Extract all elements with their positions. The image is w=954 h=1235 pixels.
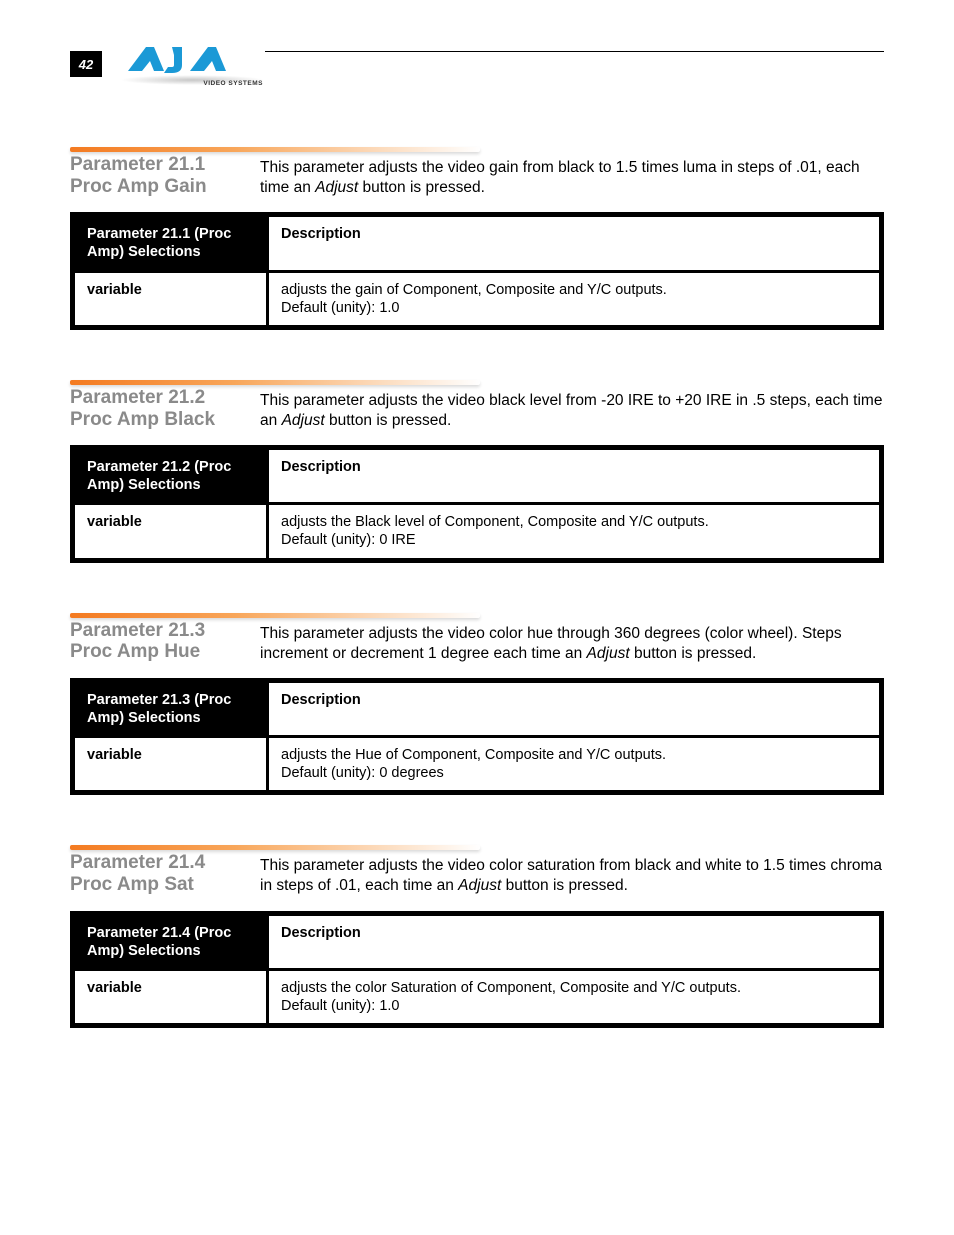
- section-title-line2: Proc Amp Black: [70, 409, 250, 431]
- parameter-table: Parameter 21.4 (Proc Amp) Selections Des…: [70, 911, 884, 1029]
- page-number: 42: [79, 57, 93, 72]
- page-number-badge: 42: [70, 51, 102, 77]
- section-block: Parameter 21.3 Proc Amp Hue This paramet…: [70, 613, 884, 796]
- brand-logo: VIDEO SYSTEMS: [120, 47, 265, 87]
- section-title-wrap: Parameter 21.4 Proc Amp Sat: [70, 856, 260, 896]
- table-cell-right: adjusts the Black level of Component, Co…: [268, 504, 882, 560]
- desc-post: button is pressed.: [358, 179, 485, 196]
- cell-line2: Default (unity): 0 IRE: [281, 532, 416, 548]
- section-title-line1: Parameter 21.3: [70, 620, 205, 641]
- section-title-wrap: Parameter 21.3 Proc Amp Hue: [70, 624, 260, 664]
- table-cell-left: variable: [73, 737, 268, 793]
- table-header-left: Parameter 21.3 (Proc Amp) Selections: [73, 680, 268, 736]
- section-accent-bar: [70, 613, 480, 618]
- section-title-wrap: Parameter 21.2 Proc Amp Black: [70, 391, 260, 431]
- desc-ital: Adjust: [315, 179, 358, 196]
- section-title-line1: Parameter 21.2: [70, 387, 205, 408]
- parameter-table: Parameter 21.3 (Proc Amp) Selections Des…: [70, 678, 884, 796]
- aja-logo-icon: [120, 41, 255, 77]
- desc-post: button is pressed.: [501, 877, 628, 894]
- section-block: Parameter 21.2 Proc Amp Black This param…: [70, 380, 884, 563]
- parameter-table: Parameter 21.2 (Proc Amp) Selections Des…: [70, 445, 884, 563]
- cell-line1: adjusts the gain of Component, Composite…: [281, 282, 667, 298]
- table-cell-right: adjusts the Hue of Component, Composite …: [268, 737, 882, 793]
- section-block: Parameter 21.1 Proc Amp Gain This parame…: [70, 147, 884, 330]
- header-divider: [265, 51, 884, 52]
- table-header-left: Parameter 21.4 (Proc Amp) Selections: [73, 913, 268, 969]
- section-accent-bar: [70, 380, 480, 385]
- table-row: variable adjusts the color Saturation of…: [73, 969, 882, 1025]
- section-accent-bar: [70, 147, 480, 152]
- section-accent-bar: [70, 845, 480, 850]
- section-title-line2: Proc Amp Gain: [70, 176, 250, 198]
- parameter-table: Parameter 21.1 (Proc Amp) Selections Des…: [70, 212, 884, 330]
- desc-ital: Adjust: [458, 877, 501, 894]
- logo-subtext: VIDEO SYSTEMS: [203, 80, 263, 87]
- table-row: variable adjusts the Black level of Comp…: [73, 504, 882, 560]
- cell-line2: Default (unity): 1.0: [281, 300, 399, 316]
- desc-ital: Adjust: [587, 645, 630, 662]
- section-description: This parameter adjusts the video color h…: [260, 624, 884, 664]
- table-row: variable adjusts the Hue of Component, C…: [73, 737, 882, 793]
- table-header-left: Parameter 21.2 (Proc Amp) Selections: [73, 448, 268, 504]
- table-header-left: Parameter 21.1 (Proc Amp) Selections: [73, 215, 268, 271]
- page-header: 42 VIDEO SYSTEMS: [70, 45, 884, 87]
- section-title-wrap: Parameter 21.1 Proc Amp Gain: [70, 158, 260, 198]
- cell-line1: adjusts the Black level of Component, Co…: [281, 514, 709, 530]
- desc-ital: Adjust: [282, 412, 325, 429]
- cell-line2: Default (unity): 1.0: [281, 998, 399, 1014]
- table-header-right: Description: [268, 680, 882, 736]
- section-description: This parameter adjusts the video color s…: [260, 856, 884, 896]
- section-title-line1: Parameter 21.4: [70, 852, 205, 873]
- desc-post: button is pressed.: [325, 412, 452, 429]
- table-row: variable adjusts the gain of Component, …: [73, 271, 882, 327]
- table-cell-left: variable: [73, 271, 268, 327]
- table-header-right: Description: [268, 215, 882, 271]
- table-cell-left: variable: [73, 504, 268, 560]
- table-cell-right: adjusts the color Saturation of Componen…: [268, 969, 882, 1025]
- section-description: This parameter adjusts the video gain fr…: [260, 158, 884, 198]
- section-title-line2: Proc Amp Hue: [70, 641, 250, 663]
- section-block: Parameter 21.4 Proc Amp Sat This paramet…: [70, 845, 884, 1028]
- table-cell-right: adjusts the gain of Component, Composite…: [268, 271, 882, 327]
- cell-line1: adjusts the color Saturation of Componen…: [281, 980, 741, 996]
- table-header-right: Description: [268, 448, 882, 504]
- cell-line1: adjusts the Hue of Component, Composite …: [281, 747, 666, 763]
- table-cell-left: variable: [73, 969, 268, 1025]
- desc-post: button is pressed.: [630, 645, 757, 662]
- section-title-line1: Parameter 21.1: [70, 154, 205, 175]
- cell-line2: Default (unity): 0 degrees: [281, 765, 444, 781]
- page-root: 42 VIDEO SYSTEMS Parameter 21.1 Proc Amp…: [0, 0, 954, 1118]
- table-header-right: Description: [268, 913, 882, 969]
- section-title-line2: Proc Amp Sat: [70, 874, 250, 896]
- section-description: This parameter adjusts the video black l…: [260, 391, 884, 431]
